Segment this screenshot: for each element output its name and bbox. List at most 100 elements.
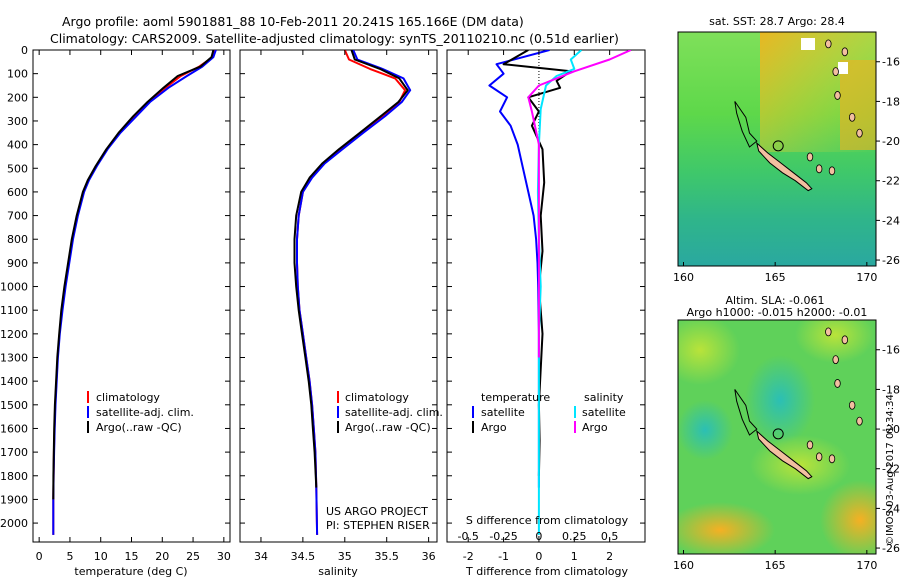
difference-xtick-label: 2	[606, 550, 613, 563]
legend-t-argo-label: Argo	[481, 421, 507, 434]
map-ytick-label: -20	[882, 423, 900, 436]
difference-xlabel: T difference from climatology	[465, 565, 628, 578]
depth-tick-label: 1200	[0, 328, 28, 341]
map-ytick-label: -22	[882, 463, 900, 476]
map-ytick-label: -20	[882, 135, 900, 148]
sla-high-patch	[678, 502, 775, 554]
map-xtick-label: 160	[673, 271, 694, 284]
difference-top-tick-label: 0.25	[562, 530, 587, 543]
difference-plot-area	[488, 50, 632, 542]
depth-tick-label: 900	[7, 257, 28, 270]
depth-tick-label: 1100	[0, 304, 28, 317]
depth-tick-label: 1900	[0, 493, 28, 506]
legend-temperature-title: temperature	[481, 391, 550, 404]
map-ytick-label: -26	[882, 542, 900, 555]
salinity-series-climatology	[296, 50, 407, 535]
difference-top-tick-label: 0	[535, 530, 542, 543]
island	[841, 335, 849, 345]
depth-tick-label: 1400	[0, 375, 28, 388]
sla-low-patch	[745, 355, 815, 445]
depth-tick-label: 600	[7, 186, 28, 199]
map-ytick-label: -24	[882, 214, 900, 227]
map-ytick-label: -22	[882, 175, 900, 188]
figure-title-line1: Argo profile: aoml 5901881_88 10-Feb-201…	[62, 14, 524, 29]
difference-xtick-label: 0	[535, 550, 542, 563]
island	[832, 67, 839, 77]
map-xtick-label: 160	[673, 559, 694, 572]
depth-tick-label: 1600	[0, 422, 28, 435]
sla-high-patch	[795, 320, 875, 363]
difference-xtick-label: -1	[498, 550, 509, 563]
sst-map-frame	[677, 31, 877, 267]
depth-tick-label: 400	[7, 139, 28, 152]
depth-tick-label: 500	[7, 162, 28, 175]
temperature-xtick-label: 30	[217, 550, 231, 563]
salinity-xtick-label: 35	[338, 550, 352, 563]
island	[856, 128, 863, 138]
sla-high-patch	[678, 320, 740, 385]
depth-tick-label: 800	[7, 233, 28, 246]
sla-map-title-line2: Argo h1000: -0.015 h2000: -0.01	[687, 306, 868, 319]
map-ytick-label: -18	[882, 383, 900, 396]
difference-xlabel-top: S difference from climatology	[466, 514, 629, 527]
difference-top-tick-label: -0.5	[457, 530, 478, 543]
temperature-series-satellite	[52, 50, 217, 535]
depth-tick-label: 1000	[0, 281, 28, 294]
legend-t-satellite-label: satellite	[481, 406, 525, 419]
map-xtick-label: 170	[856, 271, 877, 284]
difference-series-T-argo	[502, 50, 572, 476]
sla-map	[678, 320, 876, 554]
reef-outline	[734, 101, 758, 148]
temperature-series-argo	[52, 50, 215, 500]
salinity-xlabel: salinity	[318, 565, 358, 578]
legend-climatology-label: climatology	[345, 391, 409, 404]
temperature-series-climatology	[52, 50, 216, 535]
temperature-xtick-label: 15	[125, 550, 139, 563]
temperature-legend: climatology satellite-adj. clim. Argo(..…	[87, 391, 194, 434]
sla-map-title-line1: Altim. SLA: -0.061	[725, 294, 824, 307]
sst-islands	[734, 39, 863, 192]
difference-xtick-label: -2	[463, 550, 474, 563]
island	[848, 400, 856, 410]
island	[834, 91, 841, 100]
legend-climatology-label: climatology	[96, 391, 160, 404]
reef-outline	[734, 389, 758, 436]
temperature-xtick-label: 20	[155, 550, 169, 563]
salinity-panel-frame	[239, 49, 438, 543]
map-xtick-label: 165	[765, 271, 786, 284]
legend-s-argo-label: Argo	[582, 421, 608, 434]
island	[856, 416, 863, 426]
sla-high-patch	[820, 480, 876, 554]
depth-tick-label: 1500	[0, 399, 28, 412]
depth-tick-label: 100	[7, 68, 28, 81]
depth-tick-label: 300	[7, 115, 28, 128]
profile-location-marker	[772, 428, 784, 440]
sla-map-axes: 160 165 170 -16 -18 -20 -22 -24 -26	[673, 344, 900, 572]
map-ytick-label: -26	[882, 254, 900, 267]
temperature-xlabel: temperature (deg C)	[74, 565, 187, 578]
sla-islands	[734, 327, 863, 480]
island	[834, 379, 841, 388]
map-xtick-label: 165	[765, 559, 786, 572]
island	[825, 327, 832, 337]
island	[815, 452, 823, 462]
difference-legend: temperature salinity satellite Argo sate…	[472, 391, 626, 434]
difference-series-S-argo	[527, 50, 632, 358]
salinity-xtick-label: 34	[254, 550, 268, 563]
island	[815, 164, 823, 174]
sst-map-axes: 160 165 170 -16 -18 -20 -22 -24 -26	[673, 56, 900, 284]
legend-argo-label: Argo(..raw -QC)	[96, 421, 182, 434]
salinity-series-satellite	[296, 50, 412, 535]
depth-tick-label: 1300	[0, 352, 28, 365]
temperature-xtick-label: 25	[186, 550, 200, 563]
difference-top-tick-label: 0.5	[601, 530, 619, 543]
axes-ticks: 0 5 10 15 20 25 300100200300400500600700800900…	[0, 44, 645, 563]
depth-tick-label: 1700	[0, 446, 28, 459]
legend-salinity-title: salinity	[584, 391, 624, 404]
profile-location-marker	[772, 140, 784, 152]
salinity-xtick-label: 34.5	[291, 550, 316, 563]
difference-top-tick-label: -0.25	[489, 530, 517, 543]
legend-argo-label: Argo(..raw -QC)	[345, 421, 431, 434]
sst-map	[678, 32, 876, 266]
